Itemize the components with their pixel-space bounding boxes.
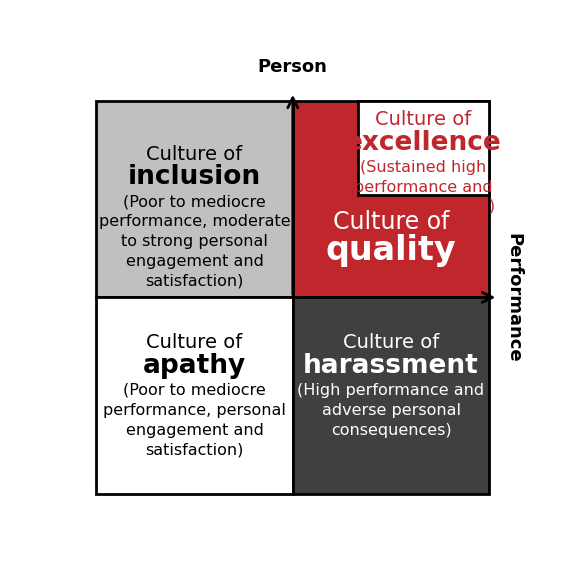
Bar [96,298,293,494]
Text: Performance: Performance [505,233,523,362]
Text: Person: Person [258,59,328,77]
Text: excellence: excellence [345,129,502,155]
Text: Culture of: Culture of [146,145,242,164]
Text: (Poor to mediocre
performance, personal
engagement and
satisfaction): (Poor to mediocre performance, personal … [103,383,286,458]
Text: Culture of: Culture of [343,334,439,353]
Bar [96,101,293,298]
Text: quality: quality [326,234,456,267]
Text: (Poor to mediocre
performance, moderate
to strong personal
engagement and
satisf: (Poor to mediocre performance, moderate … [99,194,291,288]
Text: Culture of: Culture of [333,210,450,234]
Text: harassment: harassment [303,353,479,379]
Bar [293,101,490,298]
Text: Culture of: Culture of [146,334,242,353]
Text: apathy: apathy [143,353,246,379]
Text: Culture of: Culture of [375,110,472,129]
Bar [293,298,490,494]
Text: (Sustained high
performance and
personal thriving): (Sustained high performance and personal… [352,160,495,215]
Text: inclusion: inclusion [128,164,261,190]
Bar [358,101,490,195]
Text: (High performance and
adverse personal
consequences): (High performance and adverse personal c… [298,383,485,437]
